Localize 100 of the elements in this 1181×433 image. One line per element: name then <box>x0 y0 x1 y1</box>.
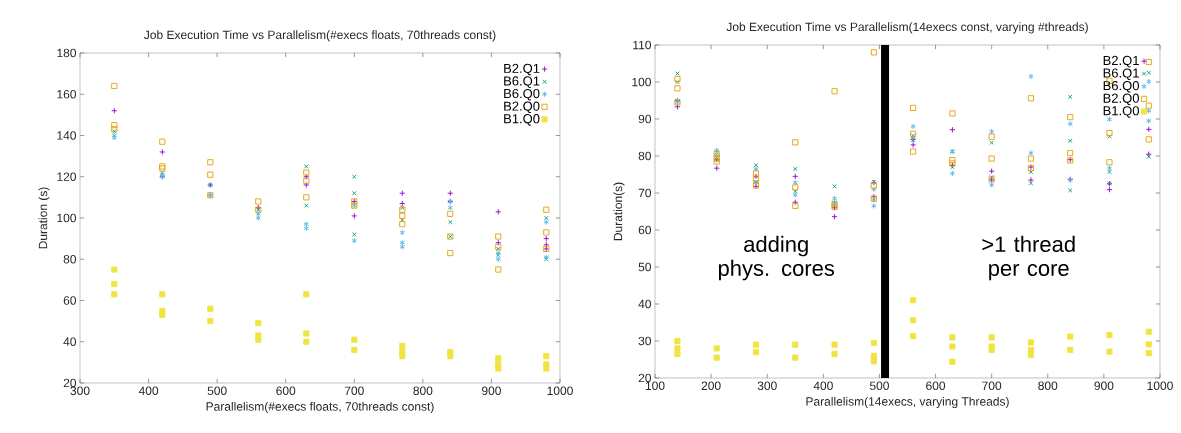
point <box>989 140 994 145</box>
point <box>1145 102 1152 109</box>
annotation: adding phys. cores <box>718 235 835 281</box>
point <box>447 204 453 211</box>
point <box>792 166 798 172</box>
point <box>1145 58 1152 66</box>
point <box>111 280 118 288</box>
point <box>1027 155 1034 162</box>
point <box>352 190 357 196</box>
x-tick-label: 400 <box>813 381 833 391</box>
x-tick-label: 600 <box>926 381 946 391</box>
point <box>1106 332 1113 339</box>
legend-label: B6.Q0 <box>1103 81 1139 93</box>
point <box>159 311 166 318</box>
point <box>159 138 166 145</box>
point <box>303 194 310 201</box>
point <box>792 354 799 361</box>
point <box>1145 341 1152 348</box>
point <box>910 297 917 304</box>
point <box>1146 78 1152 85</box>
point <box>447 353 454 360</box>
point <box>543 235 550 242</box>
point <box>207 171 214 178</box>
point <box>988 133 995 140</box>
point <box>303 291 310 298</box>
point <box>1067 333 1074 340</box>
legend-label: B2.Q0 <box>1103 93 1139 106</box>
point <box>543 215 549 221</box>
point <box>111 291 118 298</box>
y-tick-label: 40 <box>63 337 77 346</box>
point <box>447 210 454 217</box>
point <box>1146 117 1152 124</box>
point <box>988 155 995 162</box>
point <box>832 184 837 189</box>
point <box>1067 94 1073 100</box>
point <box>399 243 405 250</box>
point <box>753 162 759 168</box>
x-tick-label: 300 <box>70 386 90 396</box>
point <box>988 168 995 175</box>
point <box>495 233 502 240</box>
x-tick-label: 1000 <box>547 386 573 396</box>
y-tick-label: 90 <box>638 114 652 124</box>
y-tick-label: 20 <box>638 373 652 383</box>
point <box>1106 186 1113 193</box>
x-tick-label: 100 <box>645 381 665 391</box>
point <box>303 177 310 184</box>
point <box>910 317 917 324</box>
point <box>910 104 917 111</box>
point <box>792 184 799 191</box>
point <box>303 330 310 337</box>
point <box>1145 350 1152 357</box>
point <box>1027 176 1034 184</box>
point <box>674 85 681 92</box>
x-tick-label: 500 <box>207 386 227 396</box>
point <box>351 336 358 343</box>
point <box>910 123 916 130</box>
x-tick-label: 600 <box>276 386 296 396</box>
x-tick-label: 300 <box>757 381 777 391</box>
point <box>352 174 357 180</box>
point <box>949 110 956 117</box>
point <box>495 266 502 273</box>
point <box>1107 134 1112 139</box>
point <box>1028 149 1034 157</box>
point <box>870 358 877 365</box>
point <box>949 126 956 133</box>
point <box>543 206 550 213</box>
point <box>1027 352 1034 359</box>
legend-label: B6.Q1 <box>504 76 540 88</box>
legend-label: B6.Q0 <box>504 88 540 101</box>
x-tick-label: 400 <box>138 386 159 396</box>
point <box>871 202 877 209</box>
y-tick-label: 30 <box>638 336 652 346</box>
point <box>255 198 262 205</box>
point <box>495 256 501 263</box>
point <box>1067 188 1073 193</box>
point <box>351 237 357 244</box>
y-tick-label: 110 <box>633 40 652 50</box>
point <box>543 219 549 226</box>
y-axis-title: Duration (s) <box>38 187 50 249</box>
point <box>1146 107 1152 114</box>
point <box>792 191 798 198</box>
point <box>159 148 166 156</box>
annotation: >1 thread per core <box>982 235 1075 281</box>
legend-label: B6.Q1 <box>1103 68 1139 80</box>
x-tick-label: 900 <box>481 386 501 396</box>
y-tick-label: 100 <box>57 213 77 223</box>
point <box>1106 130 1113 137</box>
point <box>543 229 550 236</box>
point <box>255 336 262 343</box>
x-tick-label: 700 <box>344 386 364 396</box>
x-tick-label: 500 <box>869 381 889 391</box>
point <box>351 346 358 354</box>
point <box>303 221 309 228</box>
point <box>870 49 877 56</box>
point <box>674 75 681 83</box>
y-tick-label: 60 <box>63 296 77 305</box>
y-tick-label: 40 <box>638 299 652 309</box>
point <box>1106 159 1113 166</box>
point <box>1107 169 1112 175</box>
point <box>753 165 759 172</box>
